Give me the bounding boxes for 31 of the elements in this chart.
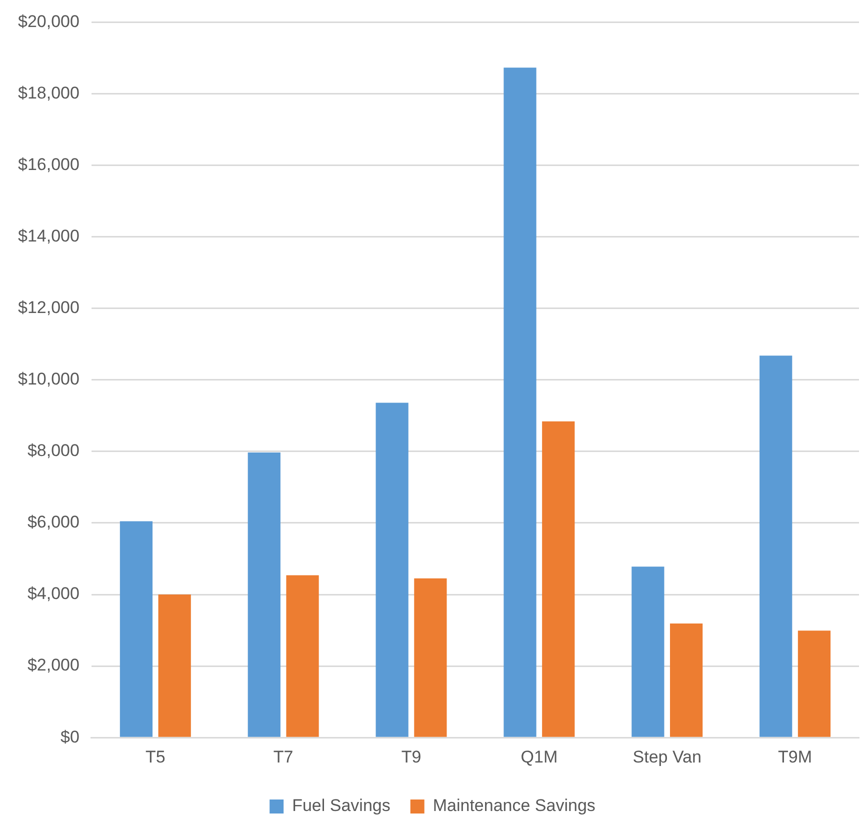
y-tick-label: $12,000	[18, 298, 80, 318]
bar	[632, 566, 664, 737]
x-tick-label: T9M	[778, 747, 812, 766]
y-tick-label: $14,000	[18, 226, 80, 246]
legend-label: Maintenance Savings	[432, 796, 596, 816]
y-tick-label: $4,000	[27, 584, 80, 604]
bar	[542, 421, 575, 737]
bar	[376, 402, 408, 737]
x-tick-label: T5	[145, 747, 166, 766]
y-tick-label: $10,000	[18, 370, 80, 389]
x-tick-label: Q1M	[520, 747, 558, 766]
y-tick-label: $16,000	[18, 154, 80, 174]
x-tick-label: T7	[273, 747, 294, 766]
x-tick-label: T9	[401, 747, 422, 766]
bar	[670, 623, 703, 737]
y-tick-label: $2,000	[27, 656, 80, 675]
bar	[760, 356, 792, 737]
y-tick-label: $0	[60, 727, 80, 746]
y-tick-label: $6,000	[27, 512, 80, 532]
legend-label: Fuel Savings	[292, 796, 390, 816]
bar	[248, 452, 280, 737]
bar	[504, 68, 536, 737]
bar	[158, 594, 191, 737]
x-tick-label: Step Van	[632, 747, 702, 766]
y-tick-label: $8,000	[27, 441, 80, 460]
y-tick-label: $18,000	[18, 83, 80, 102]
bar	[798, 630, 831, 737]
bar	[286, 575, 319, 737]
bar	[414, 578, 447, 737]
bar	[120, 521, 153, 737]
y-tick-label: $20,000	[18, 12, 80, 31]
